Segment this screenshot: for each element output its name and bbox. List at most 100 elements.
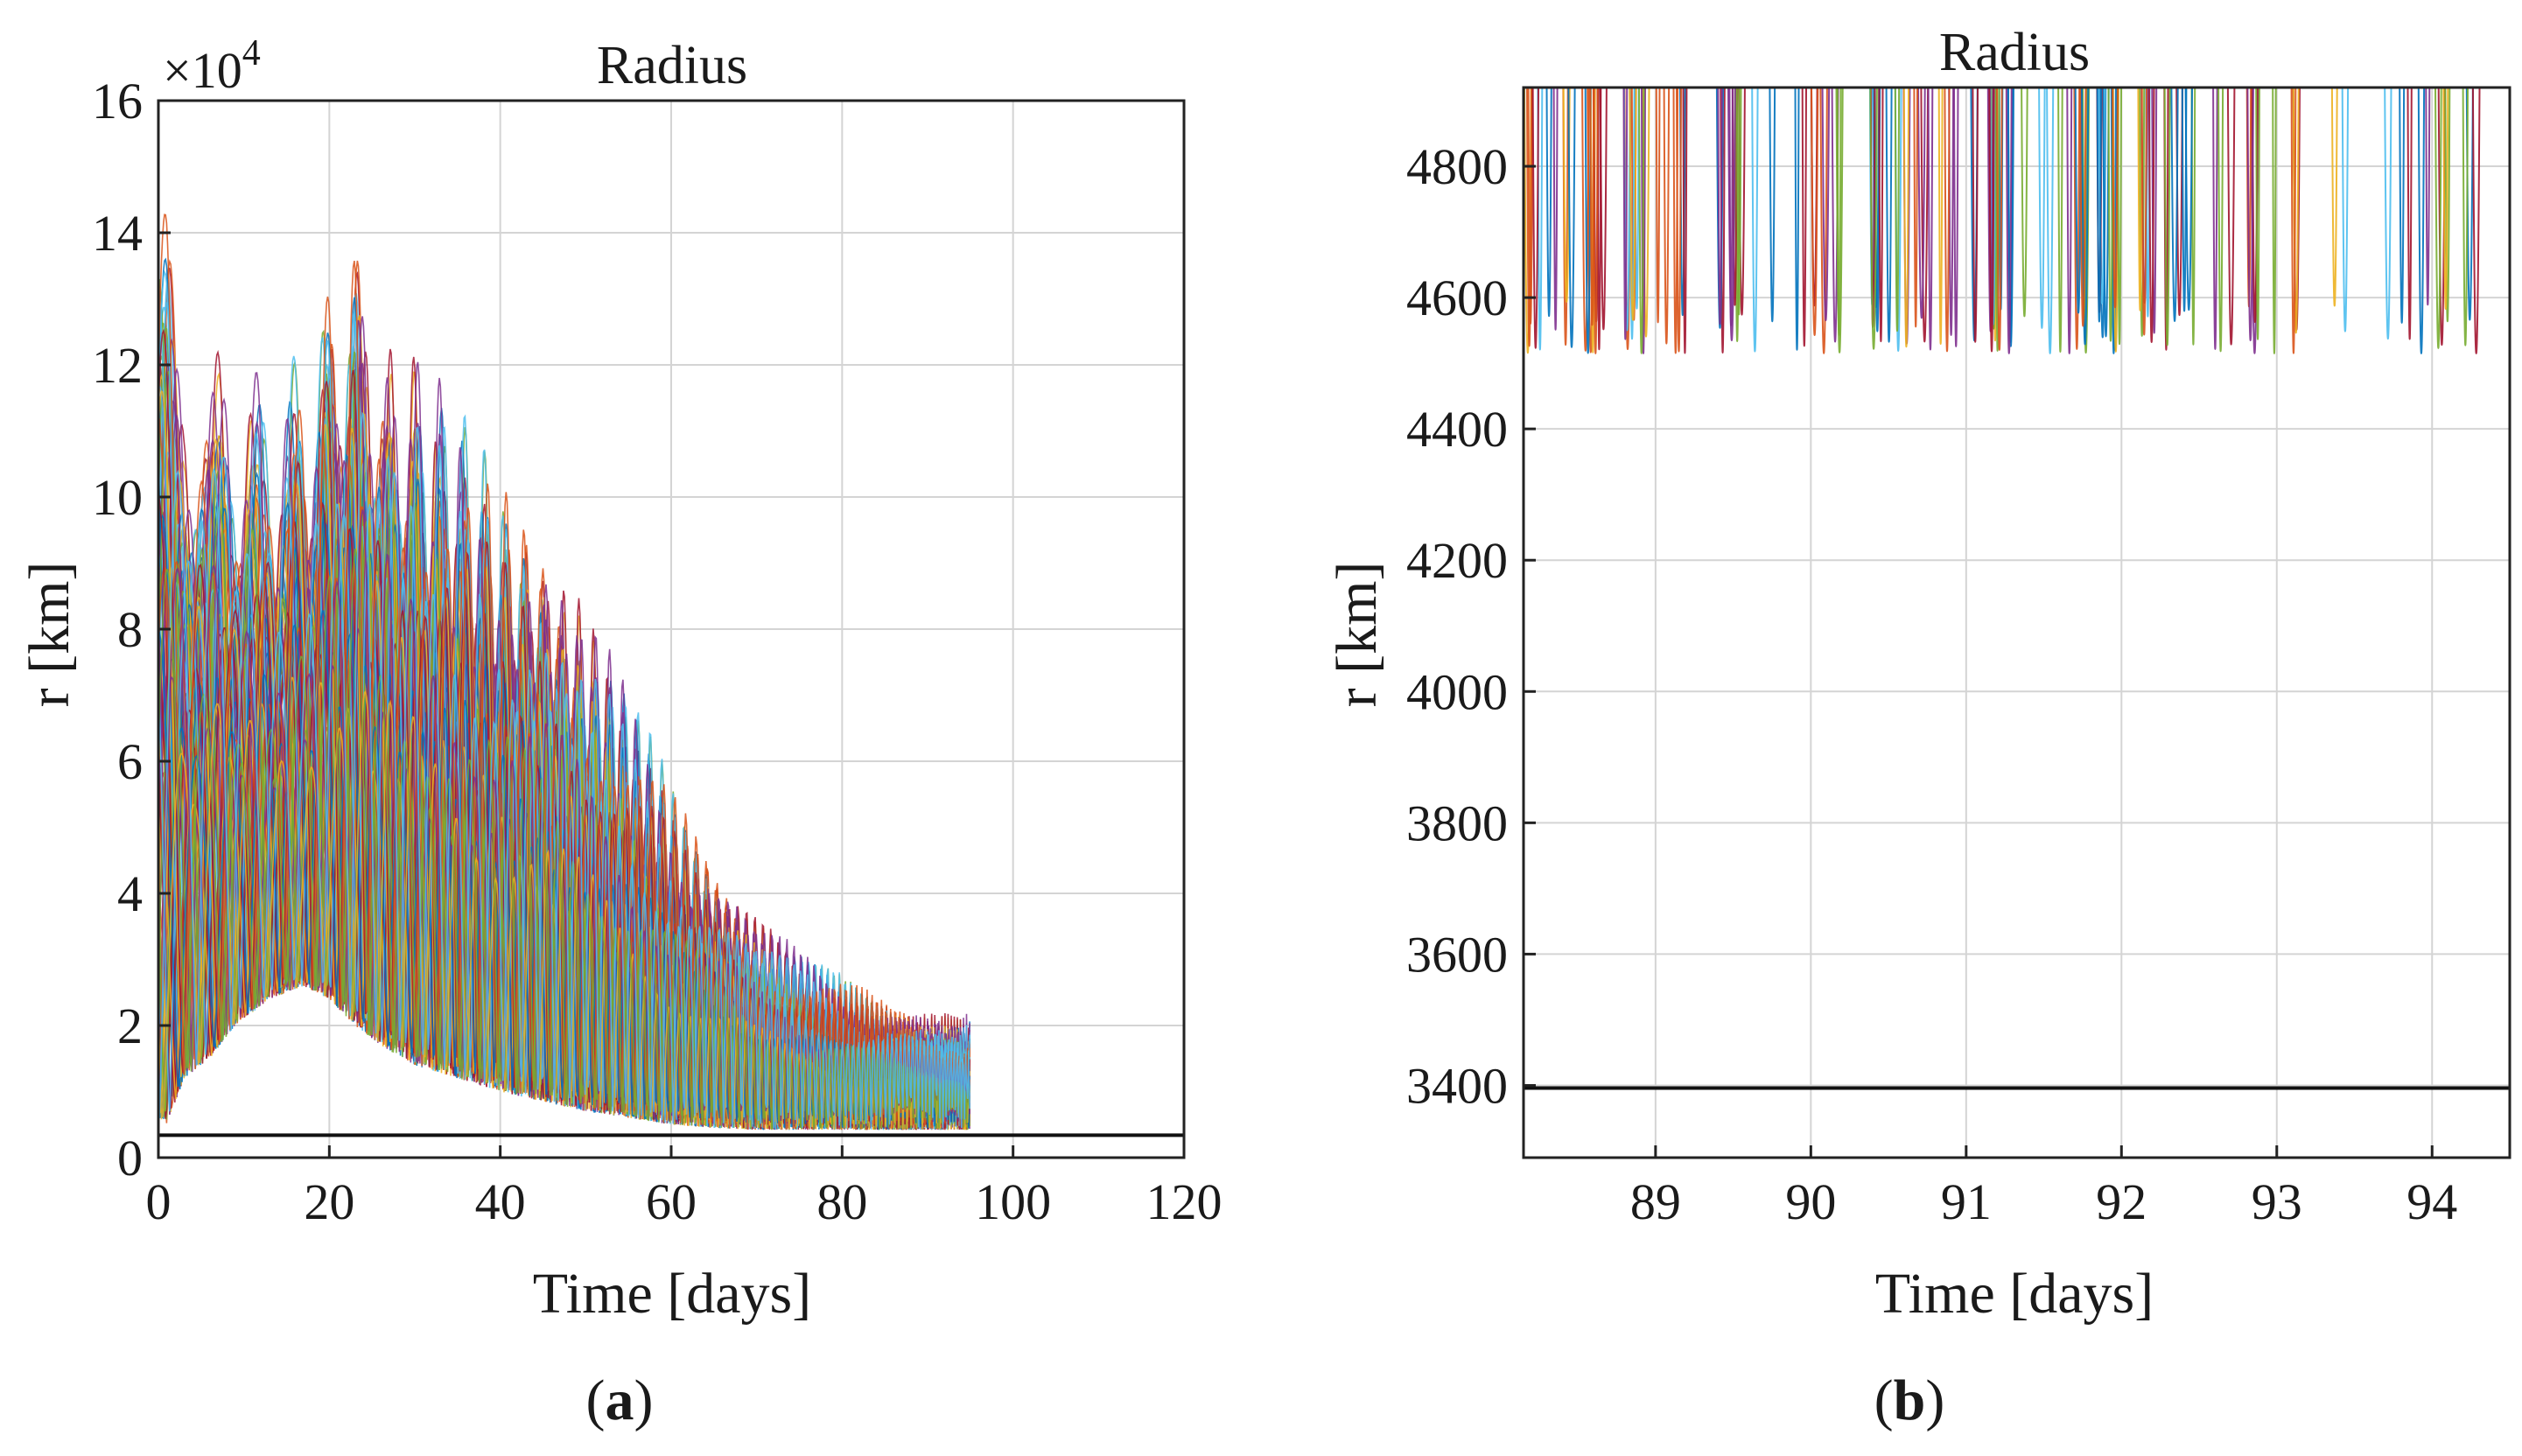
panel-a-x-tick-label: 120 xyxy=(1146,1173,1222,1230)
panel-b-periapsis-pass xyxy=(1655,87,1661,323)
panel-b-periapsis-pass xyxy=(2417,87,2426,354)
panel-b-periapsis-pass xyxy=(2434,87,2442,349)
panel-b-periapsis-pass xyxy=(1821,87,1831,321)
panel-b-grid xyxy=(1524,88,2510,1158)
panel-b-periapsis-pass xyxy=(2226,87,2236,346)
panel-b-x-tick-label: 94 xyxy=(2406,1173,2457,1230)
panel-b-periapsis-pass xyxy=(1596,87,1602,350)
panel-b-periapsis-pass xyxy=(1994,87,2000,352)
panel-b-periapsis-pass xyxy=(1937,87,1944,345)
panel-b-periapsis-pass xyxy=(1735,87,1742,315)
panel-b-periapsis-pass xyxy=(1676,87,1682,353)
panel-b-periapsis-pass xyxy=(1638,87,1645,354)
panel-b-periapsis-pass xyxy=(1801,87,1807,346)
panel-b-periapsis-pass xyxy=(1869,87,1878,350)
panel-a-y-exponent: ×104 xyxy=(163,33,261,99)
panel-b-periapsis-pass xyxy=(1663,87,1671,345)
panel-b-periapsis-pass xyxy=(2170,87,2179,322)
panel-b-periapsis-pass xyxy=(2190,87,2196,346)
panel-a-y-tick-label: 10 xyxy=(92,469,143,526)
panel-a-y-tick-label: 16 xyxy=(92,73,143,130)
panel-b-periapsis-pass xyxy=(2212,87,2218,350)
panel-b-periapsis-pass xyxy=(1717,87,1723,325)
panel-b-periapsis-pass xyxy=(1527,87,1534,325)
panel-b-periapsis-pass xyxy=(2079,87,2087,327)
panel-b-periapsis-pass xyxy=(1682,87,1688,354)
panel-a-trajectory xyxy=(158,548,970,1130)
panel-b-periapsis-pass xyxy=(2117,87,2122,346)
panel-a-y-tick-label: 4 xyxy=(117,865,143,922)
panel-b-y-tick-label: 4000 xyxy=(1406,663,1508,720)
panel-b-periapsis-pass xyxy=(1751,87,1759,353)
panel-b-x-tick-label: 89 xyxy=(1630,1173,1681,1230)
panel-a-x-tick-label: 40 xyxy=(475,1173,526,1230)
panel-b-periapsis-pass xyxy=(2399,87,2406,324)
panel-b-periapsis-pass xyxy=(2272,87,2277,354)
panel-b-periapsis-pass xyxy=(1917,87,1926,319)
panel-b-periapsis-pass xyxy=(1567,87,1576,348)
panel-b-periapsis-pass xyxy=(2139,87,2146,337)
panel-b-periapsis-pass xyxy=(2102,87,2110,338)
panel-b-periapsis-pass xyxy=(2217,87,2224,353)
panel-a-y-tick-label: 0 xyxy=(117,1130,143,1186)
panel-b-periapsis-passes xyxy=(1524,87,2481,354)
panel-a-caption: (a) xyxy=(586,1368,654,1432)
panel-b-periapsis-pass xyxy=(1913,87,1918,328)
panel-a-x-tick-label: 60 xyxy=(646,1173,697,1230)
panel-b-periapsis-pass xyxy=(1769,87,1776,322)
panel-a-x-tick-label: 100 xyxy=(975,1173,1051,1230)
panel-b-periapsis-pass xyxy=(2081,87,2090,346)
panel-a-y-tick-label: 2 xyxy=(117,998,143,1054)
panel-b-periapsis-pass xyxy=(2005,87,2013,354)
panel-b-periapsis-pass xyxy=(1878,87,1884,343)
panel-b-periapsis-pass xyxy=(2066,87,2073,354)
panel-b-y-tick-label: 4200 xyxy=(1406,532,1508,589)
panel-b-periapsis-pass xyxy=(1894,87,1901,332)
panel-b-periapsis-pass xyxy=(2246,87,2254,342)
panel-b-periapsis-pass xyxy=(1972,87,1979,343)
panel-a-chart: Radius ×104 0 20 40 60 80 100 120 0 2 4 6 8 10 12 14 16… xyxy=(18,33,1222,1432)
panel-b-periapsis-pass xyxy=(2137,87,2143,312)
panel-b-periapsis-pass xyxy=(1819,87,1828,354)
panel-b-periapsis-pass xyxy=(2021,87,2028,318)
panel-b-periapsis-pass xyxy=(1836,87,1842,336)
panel-a-x-tick-label: 80 xyxy=(816,1173,867,1230)
panel-b-periapsis-pass xyxy=(2046,87,2055,354)
panel-b-periapsis-pass xyxy=(2406,87,2413,340)
panel-b-periapsis-pass xyxy=(1948,87,1955,336)
panel-a-y-tick-label: 14 xyxy=(92,205,143,262)
panel-b-y-tick-label: 4800 xyxy=(1406,138,1508,195)
panel-b-periapsis-pass xyxy=(2462,87,2469,346)
panel-b-periapsis-pass xyxy=(1584,87,1592,354)
panel-a-y-tick-label: 12 xyxy=(92,337,143,394)
panel-b-periapsis-pass xyxy=(1944,87,1951,352)
panel-b-periapsis-pass xyxy=(2057,87,2063,353)
panel-b-periapsis-pass xyxy=(2442,87,2449,310)
panel-b-periapsis-pass xyxy=(2330,87,2338,307)
panel-b-periapsis-pass xyxy=(1902,87,1910,347)
panel-b-y-tick-label: 3400 xyxy=(1406,1057,1508,1114)
panel-a-trajectory xyxy=(158,411,970,1130)
panel-b-ticks: 89 90 91 92 93 94 3400 3600 3800 4000 4200 4400 4600… xyxy=(1406,138,2457,1230)
panel-b-y-tick-label: 4400 xyxy=(1406,401,1508,458)
panel-b-chart: Radius 89 90 91 92 93 94 3400 3600 3800 4000 4200 4… xyxy=(1325,23,2511,1432)
panel-b-periapsis-pass xyxy=(1953,87,1959,347)
panel-a-ticks: 0 20 40 60 80 100 120 0 2 4 6 8 10 12 14 16 xyxy=(92,73,1222,1230)
panel-b-periapsis-pass xyxy=(1526,87,1533,346)
panel-b-periapsis-pass xyxy=(1811,87,1819,336)
panel-b-periapsis-pass xyxy=(2163,87,2171,346)
panel-b-periapsis-pass xyxy=(1592,87,1599,354)
panel-b-periapsis-pass xyxy=(2038,87,2046,329)
panel-b-periapsis-pass xyxy=(2007,87,2014,347)
panel-b-y-tick-label: 3800 xyxy=(1406,794,1508,851)
panel-b-periapsis-pass xyxy=(2147,87,2155,343)
panel-b-periapsis-pass xyxy=(1552,87,1559,331)
panel-b-periapsis-pass xyxy=(1545,87,1552,317)
panel-b-periapsis-pass xyxy=(1996,87,2003,351)
panel-a-xlabel: Time [days] xyxy=(533,1262,811,1326)
panel-b-periapsis-pass xyxy=(2140,87,2147,336)
panel-b-x-tick-label: 91 xyxy=(1941,1173,1992,1230)
panel-b-periapsis-pass xyxy=(2255,87,2260,340)
panel-b-periapsis-pass xyxy=(1537,87,1544,351)
